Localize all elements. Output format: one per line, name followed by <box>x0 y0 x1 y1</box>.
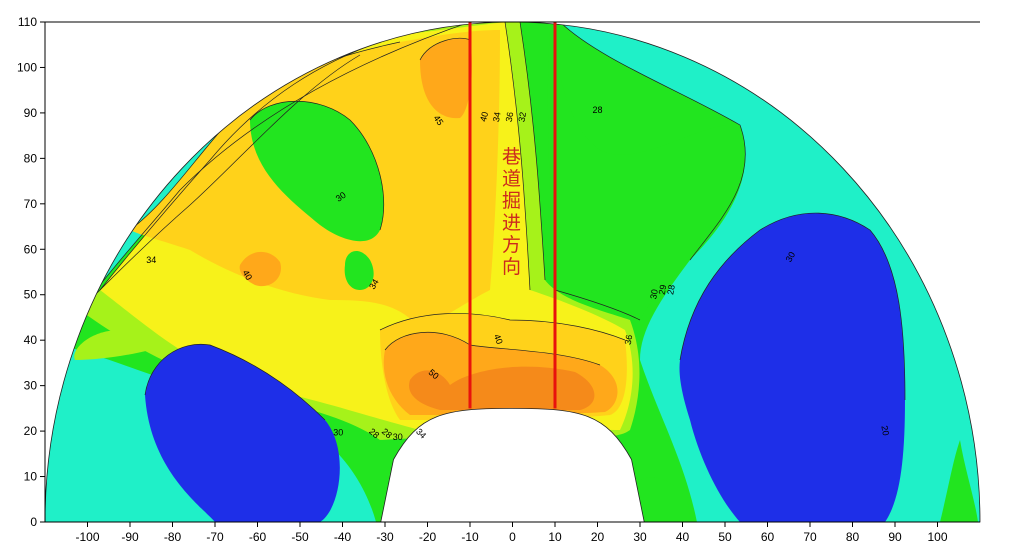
x-tick-label: -100 <box>75 530 99 544</box>
x-axis-ticks: -100 -90 -80 -70 -60 -50 -40 -30 -20 -10 0 10 20 30 40… <box>75 522 948 544</box>
contour-line <box>249 100 385 231</box>
axes: -100 -90 -80 -70 -60 -50 -40 -30 -20 -10 0 10 20 30 40… <box>17 15 980 544</box>
x-tick-label: -40 <box>334 530 352 544</box>
contour-region-green-bottom-patch <box>640 477 690 522</box>
contour-label: 50 <box>427 367 441 381</box>
contour-region-blue-left <box>145 344 340 522</box>
x-tick-label: 70 <box>803 530 817 544</box>
contour-line <box>504 22 531 291</box>
contour-region-green-right-edge <box>940 440 978 522</box>
contour-region-lime-left <box>74 330 154 360</box>
annotation-char: 向 <box>502 256 521 278</box>
y-tick-label: 90 <box>24 106 38 120</box>
annotation-char: 巷 <box>502 146 521 168</box>
contour-label: 30 <box>334 190 348 204</box>
contour-label: 28 <box>380 426 394 440</box>
x-tick-label: -60 <box>249 530 267 544</box>
roadway-opening <box>380 407 645 523</box>
x-tick-label: -80 <box>164 530 182 544</box>
y-axis-ticks: 0 10 20 30 40 50 60 70 80 90 100 110 <box>17 15 45 529</box>
y-tick-label: 0 <box>30 515 37 529</box>
y-tick-label: 60 <box>24 242 38 256</box>
contour-line <box>554 289 641 321</box>
contour-region-green-island-left <box>250 101 384 242</box>
roadway-boundary-lines <box>468 22 557 409</box>
x-tick-label: 90 <box>888 530 902 544</box>
y-tick-label: 10 <box>24 470 38 484</box>
y-tick-label: 110 <box>18 15 37 29</box>
contour-region-orange-left <box>239 251 281 287</box>
annotation-char: 掘 <box>502 190 521 212</box>
contour-label: 34 <box>491 111 503 123</box>
contour-label: 45 <box>431 113 445 127</box>
x-tick-label: 60 <box>761 530 775 544</box>
x-tick-label: 50 <box>718 530 732 544</box>
annotation-char: 方 <box>502 234 521 256</box>
contour-region-orange-top <box>420 38 472 119</box>
contour-label: 34 <box>367 277 381 291</box>
x-tick-label: 30 <box>633 530 647 544</box>
contour-line <box>144 343 326 421</box>
x-tick-label: -70 <box>206 530 224 544</box>
x-tick-label: 100 <box>927 530 947 544</box>
contour-label: 40 <box>241 268 255 282</box>
y-tick-label: 30 <box>24 379 38 393</box>
contour-region-green-island-mid <box>344 250 374 290</box>
contour-label: 36 <box>623 334 635 346</box>
contour-label: 34 <box>414 426 428 440</box>
contour-region-orange-core <box>409 366 595 410</box>
annotation-char: 道 <box>502 168 521 190</box>
x-tick-label: -90 <box>121 530 139 544</box>
contour-region-blue-right <box>679 213 905 522</box>
y-tick-label: 100 <box>17 60 37 74</box>
annotation-char: 进 <box>502 212 521 234</box>
x-tick-label: -50 <box>291 530 309 544</box>
contour-label: 30 <box>784 250 798 264</box>
y-tick-label: 40 <box>24 333 38 347</box>
contour-label: 29 <box>657 284 669 296</box>
y-tick-label: 80 <box>24 151 38 165</box>
x-tick-label: 10 <box>548 530 562 544</box>
contour-line <box>679 212 906 401</box>
contour-label: 28 <box>665 284 677 296</box>
contour-label: 20 <box>879 425 891 437</box>
contour-line <box>379 313 626 341</box>
contour-label: 36 <box>504 111 516 123</box>
x-tick-label: -20 <box>419 530 437 544</box>
x-tick-label: 40 <box>676 530 690 544</box>
y-tick-label: 20 <box>24 424 38 438</box>
contour-label: 28 <box>592 105 602 115</box>
x-tick-label: 0 <box>509 530 516 544</box>
contour-line <box>99 34 401 291</box>
x-tick-label: 80 <box>846 530 860 544</box>
y-tick-label: 50 <box>24 288 38 302</box>
y-tick-label: 70 <box>24 197 38 211</box>
contour-line <box>419 37 471 61</box>
contour-label: 32 <box>517 111 529 123</box>
contour-line <box>79 54 361 311</box>
contour-region-green-right-lobe <box>547 30 746 320</box>
contour-label: 40 <box>492 333 505 346</box>
x-tick-label: -10 <box>461 530 479 544</box>
contour-label: 28 <box>367 426 381 440</box>
x-tick-label: -30 <box>376 530 394 544</box>
x-tick-label: 20 <box>591 530 605 544</box>
contour-label: 30 <box>393 432 403 442</box>
contour-label: 30 <box>648 288 660 300</box>
contour-label: 30 <box>333 428 343 438</box>
contour-line <box>519 22 546 281</box>
contour-line <box>559 22 746 261</box>
contour-label: 34 <box>146 255 156 265</box>
contour-label: 40 <box>478 111 490 123</box>
